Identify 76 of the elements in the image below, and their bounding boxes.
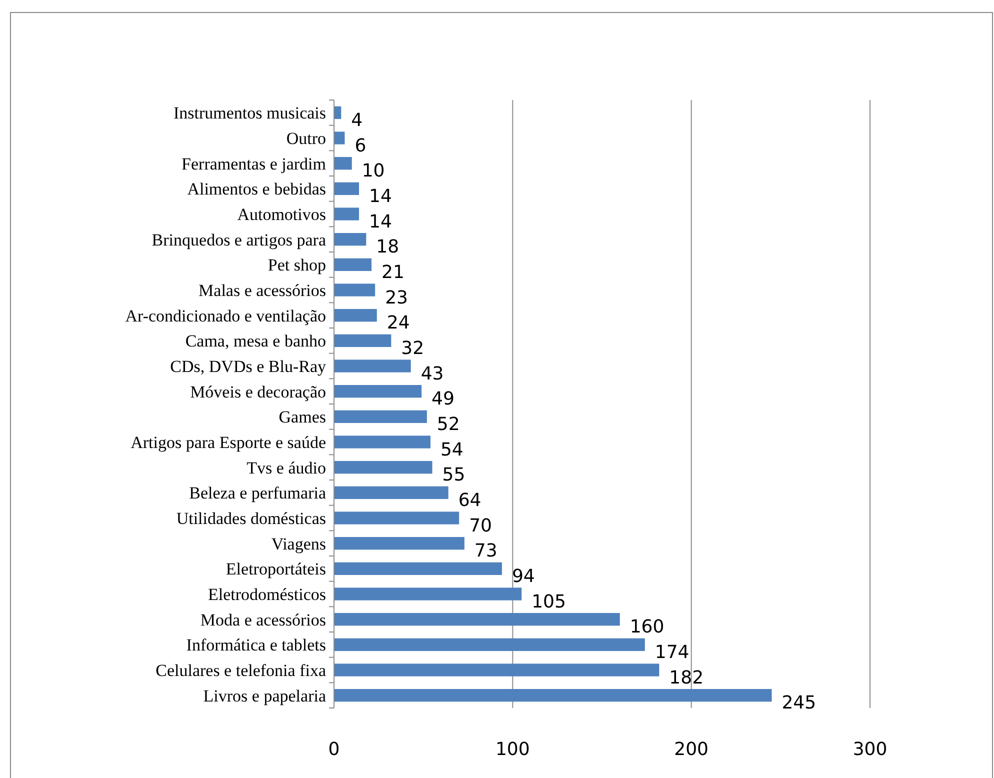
y-tick-label: Malas e acessórios xyxy=(198,280,326,300)
y-tick-label: Tvs e áudio xyxy=(246,458,326,478)
bar xyxy=(334,284,376,296)
data-label: 24 xyxy=(386,312,410,334)
bar xyxy=(334,157,352,170)
bar xyxy=(334,613,620,626)
data-label: 14 xyxy=(369,211,392,232)
data-label: 6 xyxy=(354,135,366,156)
data-label: 182 xyxy=(669,667,704,688)
bar xyxy=(334,638,645,651)
y-tick-label: Livros e papelaria xyxy=(203,686,326,706)
y-tick-label: Ar-condicionado e ventilação xyxy=(125,306,326,326)
bar xyxy=(334,334,392,347)
x-tick-label: 100 xyxy=(495,739,530,760)
y-tick-label: Brinquedos e artigos para xyxy=(152,230,326,250)
y-tick-label: Informática e tablets xyxy=(186,636,326,655)
bar xyxy=(334,689,772,702)
y-tick-label: Outro xyxy=(286,128,326,148)
bar xyxy=(334,512,460,524)
bar xyxy=(334,436,430,448)
data-label: 55 xyxy=(442,464,466,486)
data-label: 105 xyxy=(532,591,566,612)
data-label: 245 xyxy=(782,692,816,714)
x-tick-label: 0 xyxy=(328,739,340,760)
data-label: 160 xyxy=(630,616,664,638)
bar xyxy=(334,486,448,499)
y-tick-label: Moda e acessórios xyxy=(200,610,326,630)
y-tick-label: Artigos para Esporte e saúde xyxy=(130,432,326,452)
bar xyxy=(334,537,464,550)
y-tick-label: Móveis e decoração xyxy=(190,382,326,402)
bar xyxy=(334,132,345,144)
data-label: 43 xyxy=(420,363,444,384)
bar xyxy=(334,208,360,220)
y-tick-label: Celulares e telefonia fixa xyxy=(156,660,326,680)
data-label: 94 xyxy=(512,566,535,587)
data-label: 64 xyxy=(458,490,482,511)
bar xyxy=(334,664,660,676)
y-tick-label: Viagens xyxy=(271,534,326,554)
data-label: 23 xyxy=(385,287,408,308)
bar xyxy=(334,233,366,246)
data-label: 10 xyxy=(362,160,385,182)
bar xyxy=(334,461,432,474)
y-tick-label: Games xyxy=(278,408,326,427)
y-tick-label: Pet shop xyxy=(268,256,326,275)
data-label: 21 xyxy=(382,262,404,283)
data-label: 174 xyxy=(654,642,690,663)
data-label: 70 xyxy=(469,515,492,536)
y-tick-label: Automotivos xyxy=(237,204,326,224)
bar xyxy=(334,360,411,372)
data-label: 14 xyxy=(369,186,392,207)
bar xyxy=(334,309,377,322)
data-label: 32 xyxy=(401,338,424,359)
y-tick-label: Cama, mesa e banho xyxy=(185,332,326,351)
data-label: 49 xyxy=(432,388,454,410)
bar xyxy=(334,258,372,271)
y-tick-label: CDs, DVDs e Blu-Ray xyxy=(170,356,326,376)
y-tick-label: Utilidades domésticas xyxy=(176,508,326,528)
bar xyxy=(334,562,502,575)
data-label: 54 xyxy=(440,439,464,460)
data-label: 52 xyxy=(436,414,460,435)
bar xyxy=(334,106,342,119)
y-tick-label: Eletroportáteis xyxy=(226,560,326,579)
y-tick-label: Ferramentas e jardim xyxy=(182,154,326,174)
bar xyxy=(334,588,522,600)
bar xyxy=(334,410,427,423)
data-label: 73 xyxy=(474,540,498,562)
data-label: 4 xyxy=(351,110,363,131)
bar xyxy=(334,385,422,398)
x-tick-label: 200 xyxy=(674,739,709,760)
y-tick-label: Beleza e perfumaria xyxy=(189,484,326,503)
y-tick-label: Instrumentos musicais xyxy=(173,104,326,123)
x-tick-label: 300 xyxy=(852,739,888,760)
data-label: 18 xyxy=(376,236,400,258)
bar xyxy=(334,182,360,195)
y-tick-label: Alimentos e bebidas xyxy=(187,180,326,199)
y-tick-label: Eletrodomésticos xyxy=(208,584,326,604)
